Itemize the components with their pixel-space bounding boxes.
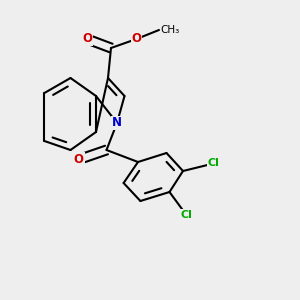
- Text: Cl: Cl: [180, 209, 192, 220]
- Text: O: O: [74, 153, 84, 166]
- Text: O: O: [82, 32, 92, 46]
- Text: CH₃: CH₃: [160, 25, 180, 35]
- Text: —: —: [160, 25, 170, 35]
- Text: N: N: [112, 116, 122, 130]
- Text: O: O: [131, 32, 142, 46]
- Text: Cl: Cl: [208, 158, 220, 169]
